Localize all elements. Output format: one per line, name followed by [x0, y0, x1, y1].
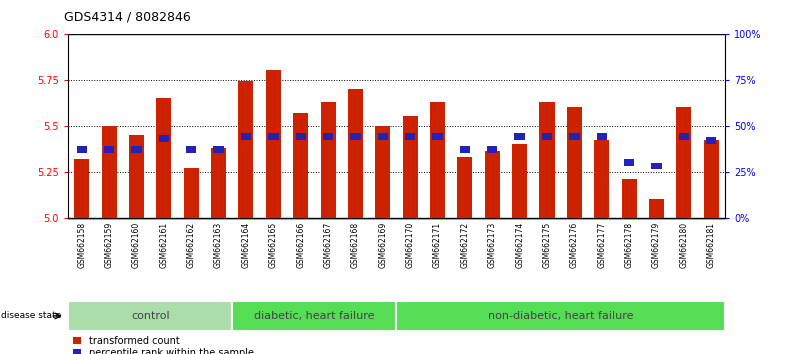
- Bar: [348, 89, 363, 218]
- Bar: [266, 70, 281, 218]
- Bar: [597, 133, 607, 140]
- Text: GSM662177: GSM662177: [598, 222, 606, 268]
- Bar: [405, 133, 416, 140]
- FancyBboxPatch shape: [68, 301, 232, 331]
- Bar: [704, 141, 718, 218]
- Bar: [570, 133, 580, 140]
- Text: diabetic, heart failure: diabetic, heart failure: [254, 311, 375, 321]
- Bar: [77, 146, 87, 153]
- Text: GSM662171: GSM662171: [433, 222, 442, 268]
- Text: GSM662167: GSM662167: [324, 222, 332, 268]
- Text: GSM662172: GSM662172: [461, 222, 469, 268]
- Bar: [129, 135, 144, 218]
- Bar: [183, 168, 199, 218]
- Text: GSM662176: GSM662176: [570, 222, 579, 268]
- Bar: [651, 163, 662, 170]
- Text: GSM662180: GSM662180: [679, 222, 688, 268]
- Text: disease state: disease state: [1, 312, 61, 320]
- Text: GSM662181: GSM662181: [706, 222, 716, 268]
- Text: GSM662178: GSM662178: [625, 222, 634, 268]
- Bar: [706, 137, 716, 144]
- FancyBboxPatch shape: [396, 301, 725, 331]
- Bar: [676, 107, 691, 218]
- Bar: [567, 107, 582, 218]
- Text: GDS4314 / 8082846: GDS4314 / 8082846: [64, 11, 191, 24]
- Text: GSM662166: GSM662166: [296, 222, 305, 268]
- Bar: [102, 126, 117, 218]
- Bar: [433, 133, 443, 140]
- Text: control: control: [131, 311, 170, 321]
- Bar: [320, 102, 336, 218]
- Text: GSM662158: GSM662158: [77, 222, 87, 268]
- Bar: [211, 148, 226, 218]
- Text: GSM662160: GSM662160: [132, 222, 141, 268]
- Text: GSM662164: GSM662164: [241, 222, 251, 268]
- Bar: [241, 133, 252, 140]
- Bar: [430, 102, 445, 218]
- Text: GSM662173: GSM662173: [488, 222, 497, 268]
- Bar: [487, 146, 497, 153]
- Bar: [376, 126, 390, 218]
- Text: GSM662161: GSM662161: [159, 222, 168, 268]
- Bar: [239, 81, 253, 218]
- Legend: transformed count, percentile rank within the sample: transformed count, percentile rank withi…: [73, 336, 253, 354]
- Bar: [186, 146, 196, 153]
- Bar: [649, 199, 664, 218]
- Text: GSM662168: GSM662168: [351, 222, 360, 268]
- Bar: [624, 159, 634, 166]
- Bar: [403, 116, 417, 218]
- Bar: [457, 157, 473, 218]
- Bar: [377, 133, 388, 140]
- Bar: [74, 159, 89, 218]
- Bar: [213, 146, 223, 153]
- Bar: [104, 146, 115, 153]
- Text: GSM662174: GSM662174: [515, 222, 524, 268]
- Text: non-diabetic, heart failure: non-diabetic, heart failure: [488, 311, 634, 321]
- Bar: [540, 102, 554, 218]
- Bar: [156, 98, 171, 218]
- Bar: [323, 133, 333, 140]
- Bar: [460, 146, 470, 153]
- Bar: [514, 133, 525, 140]
- Text: GSM662163: GSM662163: [214, 222, 223, 268]
- Text: GSM662169: GSM662169: [378, 222, 388, 268]
- Bar: [512, 144, 527, 218]
- Text: GSM662159: GSM662159: [105, 222, 114, 268]
- Text: GSM662175: GSM662175: [542, 222, 552, 268]
- Text: GSM662165: GSM662165: [269, 222, 278, 268]
- FancyBboxPatch shape: [232, 301, 396, 331]
- Bar: [159, 135, 169, 142]
- Bar: [678, 133, 689, 140]
- Bar: [296, 133, 306, 140]
- Bar: [485, 152, 500, 218]
- Text: GSM662170: GSM662170: [405, 222, 415, 268]
- Bar: [594, 141, 610, 218]
- Bar: [131, 146, 142, 153]
- Bar: [541, 133, 552, 140]
- Bar: [350, 133, 360, 140]
- Bar: [293, 113, 308, 218]
- Bar: [622, 179, 637, 218]
- Bar: [268, 133, 279, 140]
- Text: GSM662179: GSM662179: [652, 222, 661, 268]
- Text: GSM662162: GSM662162: [187, 222, 195, 268]
